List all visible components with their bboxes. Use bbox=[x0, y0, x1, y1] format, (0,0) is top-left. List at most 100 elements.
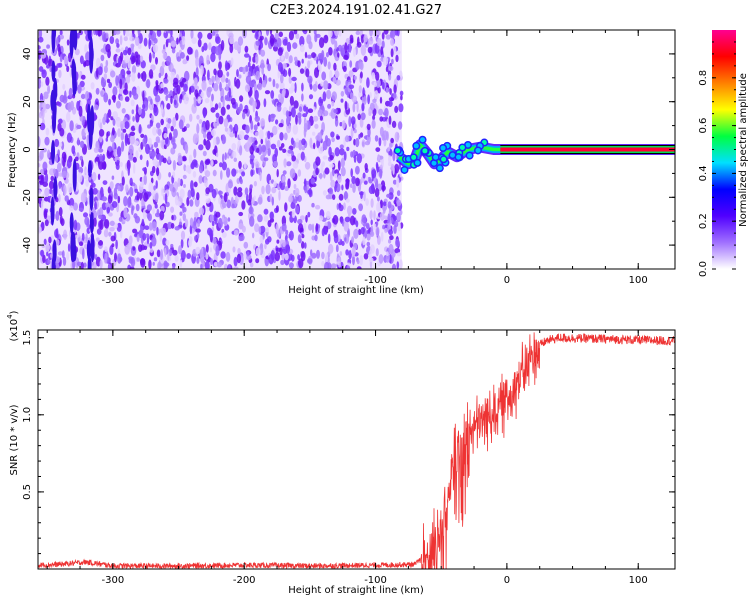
spectrogram-noise-cell bbox=[338, 107, 341, 114]
spectrogram-noise-cell bbox=[96, 228, 102, 235]
spectrogram-noise-cell bbox=[348, 70, 354, 78]
spectrogram-noise-cell bbox=[352, 102, 356, 113]
spectrogram-noise-cell bbox=[312, 115, 319, 122]
spectrogram-noise-cell bbox=[62, 83, 66, 90]
spectrogram-noise-cell bbox=[328, 187, 334, 195]
spectrogram-noise-cell bbox=[114, 30, 121, 35]
spectrogram-xtick-label: -200 bbox=[233, 275, 256, 286]
spectrogram-noise-cell bbox=[348, 84, 355, 90]
spectrogram-noise-cell bbox=[205, 260, 210, 269]
spectrogram-noise-cell bbox=[156, 249, 161, 258]
spectrogram-noise-cell bbox=[55, 154, 58, 163]
spectrogram-noise-cell bbox=[374, 135, 379, 142]
spectrogram-noise-cell bbox=[264, 37, 268, 46]
spectrogram-noise-cell bbox=[348, 43, 352, 54]
spectrogram-noise-cell bbox=[66, 251, 70, 261]
spectrogram-noise-cell bbox=[58, 182, 62, 190]
spectrogram-noise-cell bbox=[92, 171, 97, 182]
spectrogram-noise-cell bbox=[217, 217, 223, 229]
spectrogram-noise-cell bbox=[204, 170, 211, 178]
spectrogram-noise-cell bbox=[379, 116, 384, 122]
spectrogram-noise-cell bbox=[117, 128, 121, 138]
spectrogram-noise-cell bbox=[101, 196, 108, 202]
spectrogram-noise-cell bbox=[142, 167, 147, 172]
spectrogram-noise-cell bbox=[133, 163, 136, 174]
spectrogram-noise-cell bbox=[222, 153, 225, 164]
spectrogram-noise-cell bbox=[55, 210, 60, 221]
spectrogram-noise-cell bbox=[337, 160, 341, 171]
spectrogram-noise-cell bbox=[231, 143, 237, 151]
spectrogram-noise-cell bbox=[151, 236, 157, 247]
spectrogram-noise-cell bbox=[174, 226, 180, 231]
spectrogram-noise-cell bbox=[38, 36, 44, 43]
spectrogram-noise-cell bbox=[205, 120, 210, 131]
spectrogram-noise-cell bbox=[125, 76, 131, 84]
spectrogram-noise-cell bbox=[57, 162, 62, 173]
spectrogram-noise-cell bbox=[290, 202, 296, 209]
spectrogram-noise-cell bbox=[328, 47, 333, 56]
spectrogram-noise-cell bbox=[164, 184, 169, 191]
spectrogram-noise-cell bbox=[109, 220, 115, 226]
spectrogram-noise-cell bbox=[260, 118, 266, 127]
spectrogram-noise-cell bbox=[270, 143, 277, 150]
spectrogram-noise-cell bbox=[340, 157, 345, 168]
spectrogram-noise-cell bbox=[225, 77, 229, 84]
spectrogram-noise-cell bbox=[103, 73, 108, 80]
spectrogram-noise-cell bbox=[276, 169, 279, 178]
spectrogram-noise-cell bbox=[111, 141, 115, 152]
spectrogram-noise-cell bbox=[148, 52, 152, 63]
spectrogram-noise-cell bbox=[209, 214, 214, 223]
spectrogram-noise-cell bbox=[259, 35, 264, 41]
spectrogram-noise-cell bbox=[155, 122, 161, 129]
spectrogram-noise-cell bbox=[181, 155, 187, 161]
spectrogram-xtick-label: 0 bbox=[504, 275, 510, 286]
spectrogram-noise-cell bbox=[59, 53, 63, 63]
spectrogram-noise-cell bbox=[135, 203, 140, 212]
spectrogram-noise-cell bbox=[78, 166, 84, 174]
signal-blob-core bbox=[459, 145, 465, 151]
spectrogram-noise-cell bbox=[206, 87, 211, 98]
spectrogram-noise-cell bbox=[44, 173, 49, 184]
spectrogram-noise-cell bbox=[172, 249, 178, 256]
spectrogram-noise-cell bbox=[128, 153, 134, 161]
spectrogram-noise-cell bbox=[360, 227, 365, 235]
spectrogram-noise-cell bbox=[288, 55, 293, 64]
spectrogram-noise-cell bbox=[111, 243, 115, 248]
spectrogram-noise-cell bbox=[327, 61, 331, 70]
spectrogram-noise-cell bbox=[233, 41, 239, 50]
spectrogram-noise-cell bbox=[44, 187, 50, 197]
spectrogram-noise-cell bbox=[42, 254, 46, 264]
spectrogram-noise-cell bbox=[339, 251, 343, 256]
signal-blob-core bbox=[422, 148, 428, 154]
spectrogram-noise-cell bbox=[310, 249, 313, 257]
spectrogram-noise-cell bbox=[210, 129, 216, 137]
spectrogram-noise-cell bbox=[155, 180, 158, 189]
spectrogram-noise-cell bbox=[375, 71, 380, 81]
spectrogram-noise-cell bbox=[125, 184, 129, 193]
spectrogram-noise-cell bbox=[263, 208, 269, 215]
spectrogram-noise-cell bbox=[368, 250, 372, 260]
spectrogram-noise-cell bbox=[83, 212, 88, 218]
spectrogram-noise-cell bbox=[350, 92, 354, 100]
spectrogram-noise-cell bbox=[341, 184, 344, 191]
spectrogram-noise-cell bbox=[160, 104, 164, 115]
signal-blob-core bbox=[450, 152, 456, 158]
spectrogram-noise-cell bbox=[49, 180, 54, 190]
spectrogram-noise-cell bbox=[148, 222, 153, 231]
spectrogram-noise-cell bbox=[363, 180, 368, 185]
spectrogram-noise-cell bbox=[255, 70, 261, 81]
spectrogram-noise-cell bbox=[82, 248, 85, 260]
spectrogram-noise-cell bbox=[246, 251, 250, 257]
spectrogram-noise-cell bbox=[345, 198, 350, 203]
spectrogram-noise-cell bbox=[332, 214, 339, 225]
spectrogram-noise-cell bbox=[304, 51, 308, 59]
spectrogram-noise-cell bbox=[196, 192, 200, 201]
spectrogram-noise-cell bbox=[49, 66, 52, 73]
spectrogram-noise-cell bbox=[129, 32, 133, 42]
spectrogram-noise-cell bbox=[287, 149, 293, 154]
spectrogram-noise-cell bbox=[93, 217, 97, 227]
spectrogram-noise-cell bbox=[338, 204, 344, 212]
spectrogram-noise-cell bbox=[85, 233, 88, 242]
spectrogram-noise-cell bbox=[333, 62, 337, 71]
spectrogram-noise-cell bbox=[176, 84, 181, 95]
